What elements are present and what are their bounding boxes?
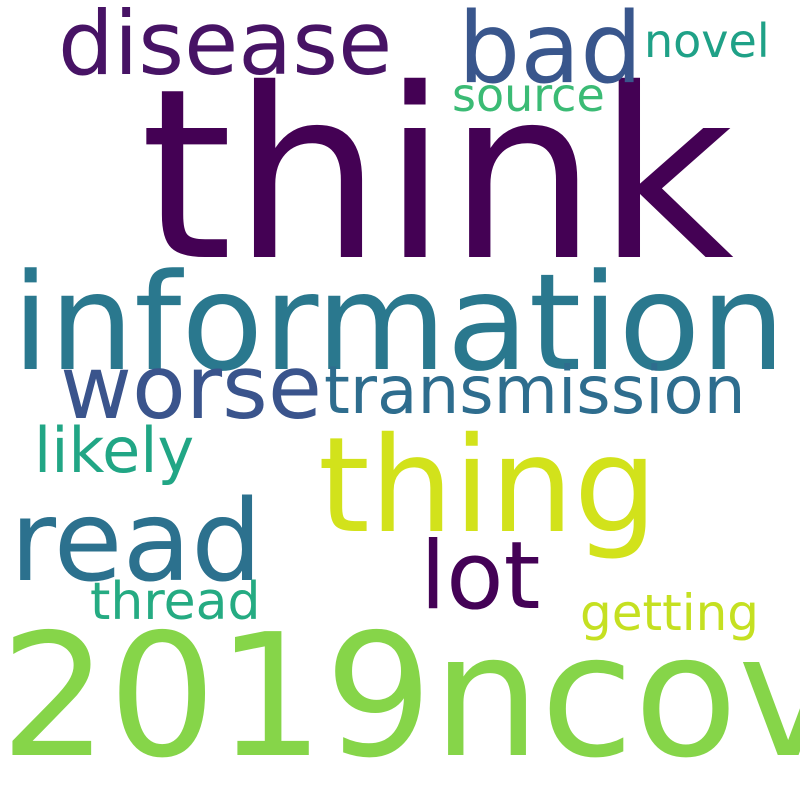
word-worse: worse <box>60 336 322 439</box>
word-disease: disease <box>58 0 393 95</box>
word-read: read <box>10 477 263 607</box>
word-source: source <box>452 68 605 122</box>
word-bad: bad <box>458 0 643 106</box>
word-thread: thread <box>90 572 261 632</box>
word-lot: lot <box>420 522 541 631</box>
word-likely: likely <box>34 414 195 487</box>
word-information: information <box>12 245 786 401</box>
word-2019ncov: 2019ncov <box>0 598 800 796</box>
word-think: think <box>140 38 734 313</box>
word-transmission: transmission <box>324 352 746 429</box>
word-thing: thing <box>318 409 658 563</box>
word-novel: novel <box>644 14 770 68</box>
word-getting: getting <box>580 584 760 642</box>
